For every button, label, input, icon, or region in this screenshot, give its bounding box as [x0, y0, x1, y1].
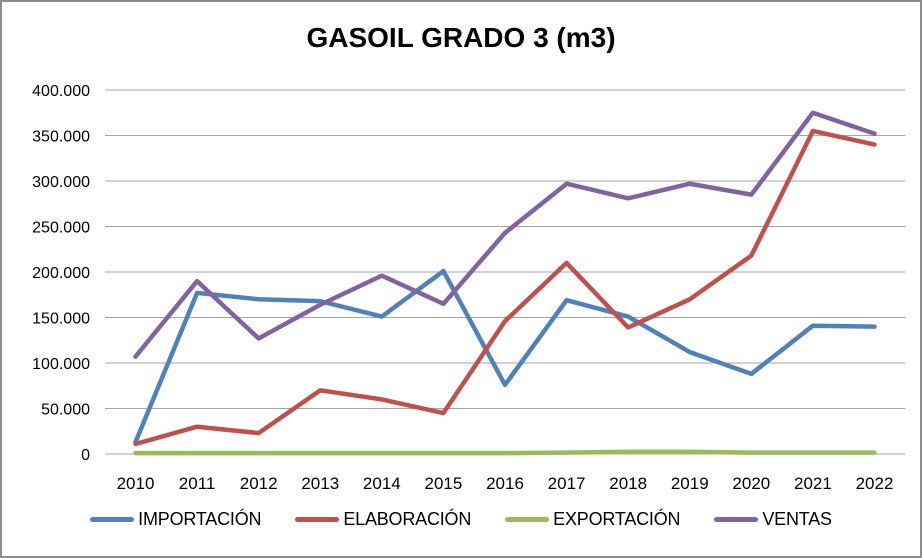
x-axis-tick-label: 2016 [486, 474, 524, 493]
series-line-importación [133, 268, 877, 445]
x-axis-tick-label: 2019 [671, 474, 709, 493]
legend-label-exportacion: EXPORTACIÓN [553, 509, 681, 529]
y-axis-tick-label: 150.000 [32, 311, 90, 328]
x-axis-tick-label: 2015 [425, 474, 463, 493]
y-axis-tick-label: 250.000 [32, 220, 90, 237]
y-axis-tick-label: 50.000 [41, 402, 90, 419]
legend-swatch-importacion [90, 517, 135, 522]
x-axis-tick-label: 2011 [179, 474, 216, 493]
legend-swatch-elaboracion [295, 517, 340, 522]
legend-label-elaboracion: ELABORACIÓN [343, 509, 472, 529]
chart-legend: IMPORTACIÓN ELABORACIÓN EXPORTACIÓN VENT… [2, 509, 920, 530]
y-axis-tick-label: 0 [81, 447, 90, 464]
x-axis-tick-label: 2012 [240, 474, 278, 493]
y-axis-tick-label: 100.000 [32, 356, 90, 373]
legend-item-importacion: IMPORTACIÓN [90, 509, 262, 530]
y-axis-tick-label: 400.000 [32, 83, 90, 100]
x-axis-tick-label: 2017 [548, 474, 586, 493]
legend-item-exportacion: EXPORTACIÓN [505, 509, 681, 530]
legend-label-ventas: VENTAS [762, 509, 832, 529]
y-axis-tick-label: 350.000 [32, 129, 90, 146]
x-axis-tick-label: 2013 [301, 474, 339, 493]
legend-item-elaboracion: ELABORACIÓN [295, 509, 471, 530]
legend-swatch-exportacion [505, 517, 550, 522]
x-axis-tick-label: 2021 [794, 474, 832, 493]
legend-swatch-ventas [714, 517, 759, 522]
series-line-elaboración [133, 128, 877, 447]
y-axis-tick-label: 300.000 [32, 174, 90, 191]
x-axis-tick-label: 2014 [363, 474, 401, 493]
x-axis-tick-label: 2018 [609, 474, 647, 493]
x-axis-tick-label: 2010 [117, 474, 155, 493]
series-line-ventas [133, 110, 877, 359]
x-axis-tick-label: 2020 [732, 474, 770, 493]
legend-label-importacion: IMPORTACIÓN [138, 509, 262, 529]
chart-plot-area: 0 50.000 100.000 150.000 200.000 250.000 300.0… [32, 83, 905, 493]
y-axis-tick-label: 200.000 [32, 265, 90, 282]
legend-item-ventas: VENTAS [714, 509, 832, 530]
series-line-exportación [133, 449, 877, 456]
x-axis-tick-label: 2022 [856, 474, 894, 493]
chart-title: GASOIL GRADO 3 (m3) [306, 22, 616, 53]
